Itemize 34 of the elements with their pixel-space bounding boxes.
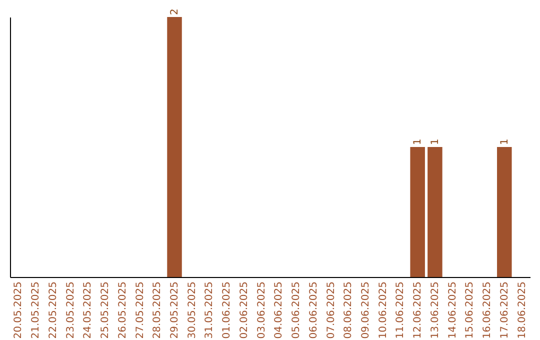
x-tick-label: 01.06.2025 (222, 282, 233, 339)
x-tick-label: 17.06.2025 (499, 282, 510, 339)
x-tick-label: 21.05.2025 (30, 282, 42, 339)
x-tick-label: 14.06.2025 (447, 282, 458, 339)
x-tick-label: 25.05.2025 (100, 282, 112, 339)
x-tick-label: 20.05.2025 (13, 282, 24, 339)
x-tick-label: 23.05.2025 (65, 282, 76, 339)
x-tick-label: 10.06.2025 (378, 282, 389, 339)
x-tick-label: 22.05.2025 (48, 282, 59, 339)
x-tick-label: 26.05.2025 (117, 282, 128, 339)
x-tick-label: 28.05.2025 (152, 282, 164, 339)
data-label: 2 (170, 8, 181, 15)
x-tick-label: 30.05.2025 (186, 282, 198, 339)
x-tick-label: 16.06.2025 (482, 282, 494, 339)
data-label: 1 (499, 138, 510, 145)
x-tick-label: 18.06.2025 (516, 282, 528, 339)
x-tick-label: 11.06.2025 (395, 282, 406, 339)
x-tick-label: 13.06.2025 (430, 282, 441, 339)
x-tick-label: 07.06.2025 (326, 282, 337, 339)
x-tick-label: 24.05.2025 (82, 282, 94, 339)
x-tick-label: 27.05.2025 (134, 282, 146, 339)
x-tick-label: 05.06.2025 (291, 282, 302, 339)
data-label: 1 (430, 138, 441, 145)
x-tick-label: 06.06.2025 (308, 282, 320, 339)
x-tick-label: 08.06.2025 (343, 282, 354, 339)
x-tick-label: 04.06.2025 (274, 282, 285, 339)
x-tick-label: 03.06.2025 (256, 282, 268, 339)
x-tick-label: 15.06.2025 (464, 282, 476, 339)
x-tick-label: 31.05.2025 (204, 282, 216, 339)
x-tick-label: 09.06.2025 (360, 282, 372, 339)
x-tick-label: 12.06.2025 (412, 282, 424, 339)
x-tick-label: 29.05.2025 (170, 282, 181, 339)
x-tick-label: 02.06.2025 (238, 282, 250, 339)
data-label: 1 (412, 138, 424, 145)
